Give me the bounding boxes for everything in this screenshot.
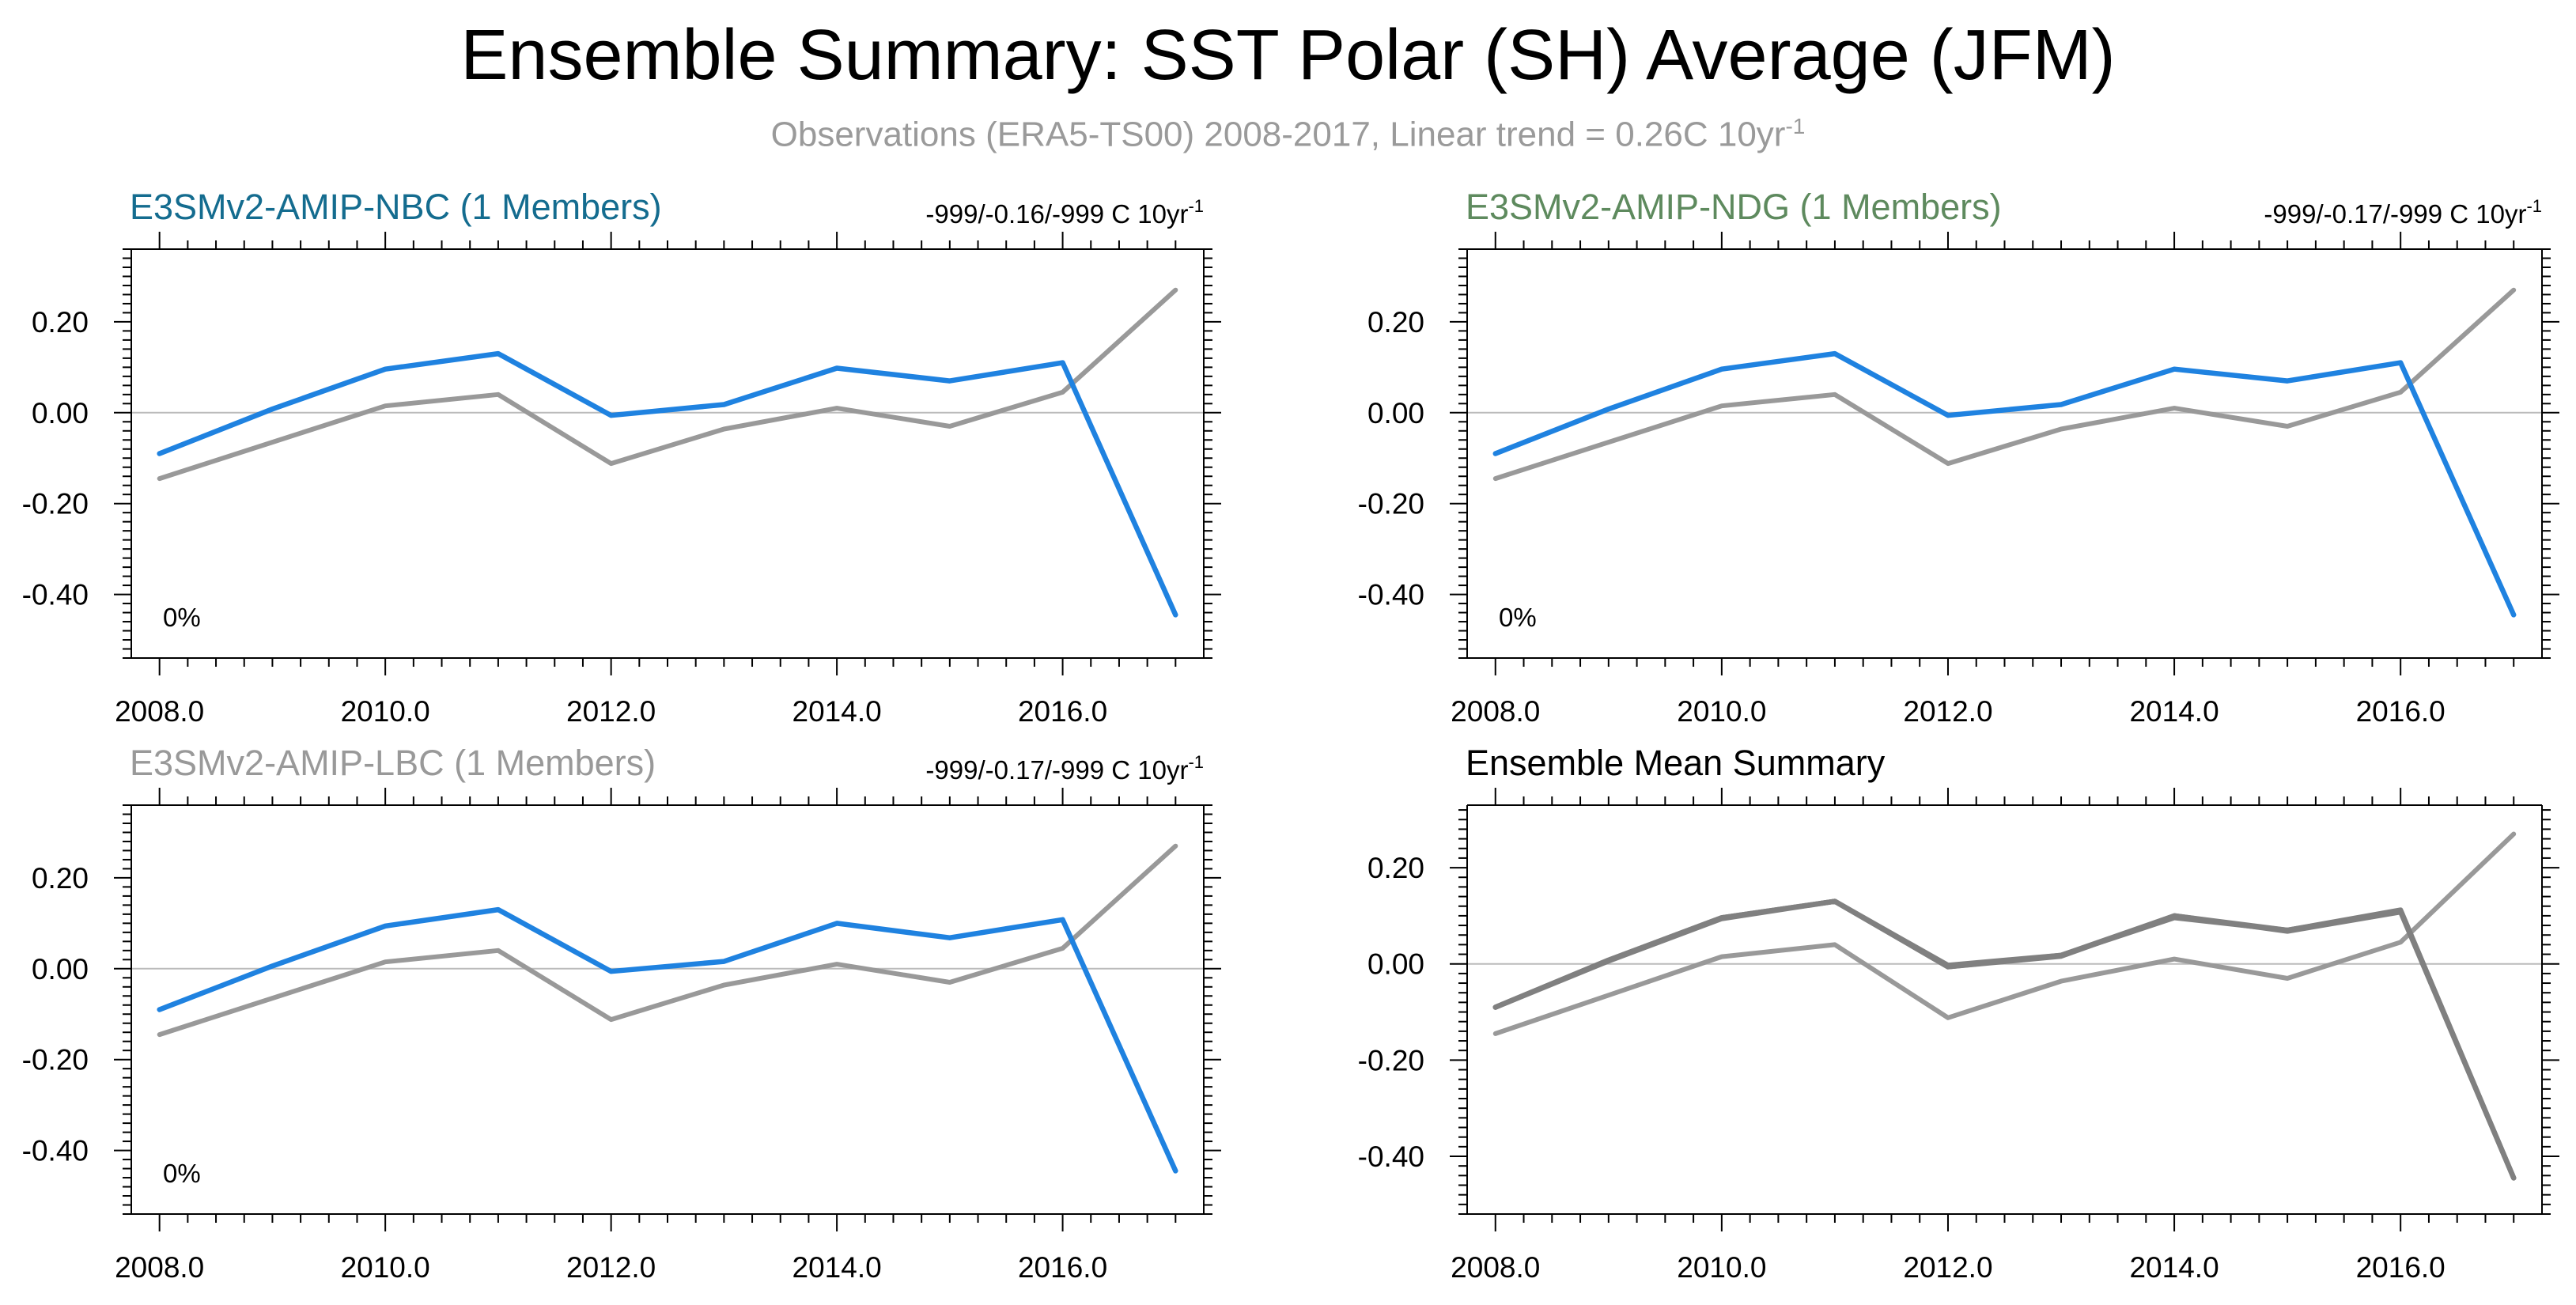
x-tick-label: 2010.0 bbox=[341, 695, 430, 728]
y-tick-label: -0.40 bbox=[1358, 579, 1424, 611]
model-line-2 bbox=[1492, 898, 2517, 1181]
x-tick-label: 2016.0 bbox=[2356, 695, 2445, 728]
y-tick-label: 0.00 bbox=[32, 953, 89, 985]
trend-annotation-sup: -1 bbox=[1188, 196, 1204, 216]
x-tick-label: 2014.0 bbox=[792, 695, 882, 728]
y-tick-label: -0.20 bbox=[1358, 488, 1424, 520]
panel-title: E3SMv2-AMIP-NDG (1 Members) bbox=[1466, 187, 2002, 227]
panel-title: Ensemble Mean Summary bbox=[1466, 743, 1886, 783]
y-tick-label: 0.20 bbox=[1367, 306, 1424, 339]
x-tick-label: 2010.0 bbox=[1677, 695, 1766, 728]
y-tick-label: 0.00 bbox=[1367, 397, 1424, 429]
y-tick-label: 0.20 bbox=[32, 862, 89, 895]
model-line bbox=[1492, 350, 2517, 618]
x-tick-label: 2012.0 bbox=[1903, 695, 1992, 728]
x-tick-label: 2014.0 bbox=[2129, 695, 2219, 728]
y-tick-label: -0.20 bbox=[1358, 1044, 1424, 1076]
y-tick-label: -0.20 bbox=[22, 488, 89, 520]
panel-title: E3SMv2-AMIP-LBC (1 Members) bbox=[130, 743, 656, 783]
panel-ndg: 0.20 0.00 -0.20 -0.40 2008.0 2010.0 2012.0 2014… bbox=[1358, 187, 2559, 728]
trend-annotation-text: -999/-0.17/-999 C 10yr bbox=[2264, 199, 2526, 229]
observations-line bbox=[157, 287, 1178, 482]
model-line-3 bbox=[1492, 898, 2517, 1181]
x-tick-label: 2010.0 bbox=[1677, 1251, 1766, 1284]
observations-line bbox=[157, 843, 1178, 1038]
corner-label: 0% bbox=[1499, 603, 1537, 632]
corner-label: 0% bbox=[163, 603, 201, 632]
observations-line bbox=[1492, 831, 2517, 1036]
x-tick-label: 2016.0 bbox=[2356, 1251, 2445, 1284]
y-tick-label: 0.20 bbox=[1367, 852, 1424, 884]
trend-annotation-text: -999/-0.16/-999 C 10yr bbox=[925, 199, 1188, 229]
trend-annotation-text: -999/-0.17/-999 C 10yr bbox=[925, 755, 1188, 785]
trend-annotation: -999/-0.17/-999 C 10yr-1 bbox=[925, 752, 1204, 785]
x-tick-label: 2008.0 bbox=[115, 1251, 204, 1284]
y-tick-label: -0.20 bbox=[22, 1044, 89, 1076]
model-line bbox=[157, 906, 1178, 1174]
observations-line bbox=[1492, 287, 2517, 482]
x-tick-label: 2008.0 bbox=[1451, 1251, 1540, 1284]
x-tick-label: 2014.0 bbox=[2129, 1251, 2219, 1284]
trend-annotation-sup: -1 bbox=[2526, 196, 2542, 216]
model-line bbox=[157, 350, 1178, 618]
panel-ensemble-mean: 0.20 0.00 -0.20 -0.40 2008.0 2010.0 2012.0 2014… bbox=[1358, 743, 2559, 1284]
trend-annotation-sup: -1 bbox=[1188, 752, 1204, 772]
figure-subtitle-text: Observations (ERA5-TS00) 2008-2017, Line… bbox=[770, 115, 1786, 154]
y-tick-label: 0.20 bbox=[32, 306, 89, 339]
x-tick-label: 2012.0 bbox=[566, 1251, 656, 1284]
x-tick-label: 2010.0 bbox=[341, 1251, 430, 1284]
figure-subtitle: Observations (ERA5-TS00) 2008-2017, Line… bbox=[0, 104, 2576, 157]
figure-subtitle-sup: -1 bbox=[1785, 114, 1806, 138]
trend-annotation: -999/-0.16/-999 C 10yr-1 bbox=[925, 196, 1204, 229]
figure-title: Ensemble Summary: SST Polar (SH) Average… bbox=[460, 16, 2116, 95]
panel-nbc: 0.20 0.00 -0.20 -0.40 2008.0 2010.0 2012.0 2014… bbox=[22, 187, 1221, 728]
x-tick-label: 2008.0 bbox=[1451, 695, 1540, 728]
x-tick-label: 2008.0 bbox=[115, 695, 204, 728]
y-tick-label: -0.40 bbox=[1358, 1140, 1424, 1173]
y-tick-label: 0.00 bbox=[32, 397, 89, 429]
x-tick-label: 2016.0 bbox=[1018, 695, 1107, 728]
panel-title: E3SMv2-AMIP-NBC (1 Members) bbox=[130, 187, 662, 227]
x-tick-label: 2014.0 bbox=[792, 1251, 882, 1284]
trend-annotation: -999/-0.17/-999 C 10yr-1 bbox=[2264, 196, 2542, 229]
corner-label: 0% bbox=[163, 1159, 201, 1188]
y-tick-label: -0.40 bbox=[22, 579, 89, 611]
y-tick-label: -0.40 bbox=[22, 1135, 89, 1167]
panel-lbc: 0.20 0.00 -0.20 -0.40 2008.0 2010.0 2012.0 2014… bbox=[22, 743, 1221, 1284]
x-tick-label: 2016.0 bbox=[1018, 1251, 1107, 1284]
x-tick-label: 2012.0 bbox=[566, 695, 656, 728]
x-tick-label: 2012.0 bbox=[1903, 1251, 1992, 1284]
y-tick-label: 0.00 bbox=[1367, 948, 1424, 981]
